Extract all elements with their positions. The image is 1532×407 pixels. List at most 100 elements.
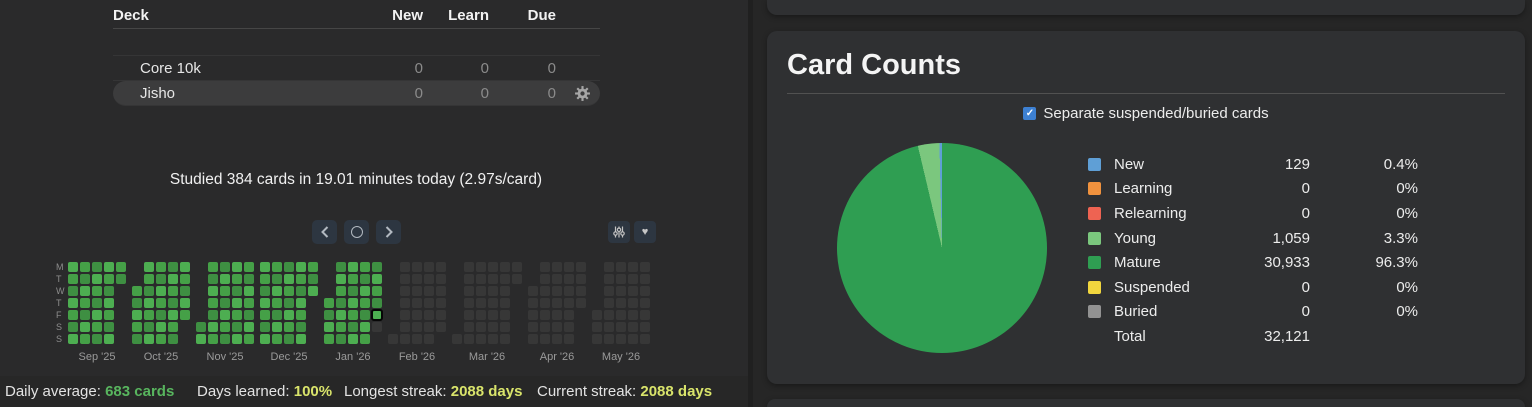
- heatmap-day-cell[interactable]: [272, 322, 282, 332]
- heatmap-day-cell[interactable]: [552, 274, 562, 284]
- heatmap-day-cell[interactable]: [628, 286, 638, 296]
- separate-suspended-checkbox[interactable]: ✓: [1023, 107, 1037, 120]
- heatmap-day-cell[interactable]: [488, 334, 498, 344]
- heatmap-day-cell[interactable]: [412, 322, 422, 332]
- deck-name[interactable]: Jisho: [140, 84, 176, 102]
- heatmap-day-cell[interactable]: [144, 322, 154, 332]
- heatmap-day-cell[interactable]: [104, 298, 114, 308]
- heatmap-day-cell[interactable]: [360, 286, 370, 296]
- heatmap-day-cell[interactable]: [412, 286, 422, 296]
- heatmap-day-cell[interactable]: [476, 274, 486, 284]
- heatmap-day-cell[interactable]: [488, 274, 498, 284]
- heatmap-day-cell[interactable]: [208, 262, 218, 272]
- heatmap-day-cell[interactable]: [604, 310, 614, 320]
- heatmap-day-cell[interactable]: [144, 262, 154, 272]
- heatmap-day-cell[interactable]: [604, 298, 614, 308]
- deck-row-jisho[interactable]: Jisho 0 0 0: [113, 81, 600, 106]
- heatmap-day-cell[interactable]: [488, 310, 498, 320]
- heatmap-day-cell[interactable]: [412, 262, 422, 272]
- heatmap-day-cell[interactable]: [464, 286, 474, 296]
- heatmap-day-cell[interactable]: [104, 262, 114, 272]
- heatmap-day-cell[interactable]: [424, 334, 434, 344]
- heatmap-day-cell[interactable]: [576, 298, 586, 308]
- heatmap-day-cell[interactable]: [68, 310, 78, 320]
- heatmap-day-cell[interactable]: [180, 298, 190, 308]
- heatmap-day-cell[interactable]: [540, 334, 550, 344]
- heatmap-day-cell[interactable]: [68, 334, 78, 344]
- heatmap-day-cell[interactable]: [628, 334, 638, 344]
- heatmap-day-cell[interactable]: [104, 310, 114, 320]
- heatmap-day-cell[interactable]: [336, 310, 346, 320]
- heatmap-day-cell[interactable]: [132, 286, 142, 296]
- heatmap-day-cell[interactable]: [436, 322, 446, 332]
- heatmap-day-cell[interactable]: [80, 298, 90, 308]
- heatmap-day-cell[interactable]: [208, 322, 218, 332]
- heatmap-day-cell[interactable]: [528, 334, 538, 344]
- heatmap-day-cell[interactable]: [604, 334, 614, 344]
- heatmap-day-cell[interactable]: [168, 262, 178, 272]
- heatmap-day-cell[interactable]: [272, 286, 282, 296]
- heatmap-day-cell[interactable]: [272, 274, 282, 284]
- heatmap-day-cell[interactable]: [400, 286, 410, 296]
- heatmap-day-cell[interactable]: [500, 274, 510, 284]
- heatmap-day-cell[interactable]: [372, 262, 382, 272]
- heatmap-day-cell[interactable]: [412, 334, 422, 344]
- heatmap-day-cell[interactable]: [604, 274, 614, 284]
- heatmap-day-cell[interactable]: [104, 322, 114, 332]
- heatmap-day-cell[interactable]: [540, 322, 550, 332]
- heatmap-day-cell[interactable]: [616, 298, 626, 308]
- heatmap-day-cell[interactable]: [232, 310, 242, 320]
- deck-options-button[interactable]: [564, 81, 600, 105]
- heatmap-day-cell[interactable]: [68, 286, 78, 296]
- heatmap-day-cell[interactable]: [552, 286, 562, 296]
- heatmap-day-cell[interactable]: [552, 322, 562, 332]
- heatmap-support-button[interactable]: ♥: [634, 221, 656, 243]
- heatmap-day-cell[interactable]: [92, 310, 102, 320]
- heatmap-day-cell[interactable]: [116, 274, 126, 284]
- heatmap-day-cell[interactable]: [400, 298, 410, 308]
- heatmap-day-cell[interactable]: [476, 322, 486, 332]
- heatmap-day-cell[interactable]: [436, 298, 446, 308]
- heatmap-day-cell[interactable]: [260, 298, 270, 308]
- heatmap-day-cell[interactable]: [360, 334, 370, 344]
- heatmap-day-cell[interactable]: [564, 322, 574, 332]
- heatmap-day-cell[interactable]: [500, 298, 510, 308]
- heatmap-day-cell[interactable]: [336, 286, 346, 296]
- heatmap-day-cell[interactable]: [80, 262, 90, 272]
- heatmap-day-cell[interactable]: [424, 298, 434, 308]
- heatmap-settings-button[interactable]: [608, 221, 630, 243]
- heatmap-day-cell[interactable]: [260, 322, 270, 332]
- heatmap-day-cell[interactable]: [500, 286, 510, 296]
- heatmap-day-cell[interactable]: [296, 298, 306, 308]
- heatmap-day-cell[interactable]: [324, 310, 334, 320]
- heatmap-day-cell[interactable]: [640, 286, 650, 296]
- heatmap-day-cell[interactable]: [284, 274, 294, 284]
- heatmap-day-cell[interactable]: [324, 322, 334, 332]
- heatmap-day-cell[interactable]: [104, 274, 114, 284]
- heatmap-day-cell[interactable]: [308, 274, 318, 284]
- heatmap-day-cell[interactable]: [464, 298, 474, 308]
- heatmap-day-cell[interactable]: [244, 334, 254, 344]
- heatmap-day-cell[interactable]: [324, 298, 334, 308]
- heatmap-day-cell[interactable]: [196, 334, 206, 344]
- heatmap-day-cell[interactable]: [424, 286, 434, 296]
- heatmap-day-cell[interactable]: [552, 334, 562, 344]
- heatmap-day-cell[interactable]: [628, 298, 638, 308]
- heatmap-day-cell[interactable]: [552, 262, 562, 272]
- heatmap-day-cell[interactable]: [220, 334, 230, 344]
- heatmap-day-cell[interactable]: [576, 274, 586, 284]
- heatmap-day-cell[interactable]: [132, 298, 142, 308]
- heatmap-day-cell[interactable]: [372, 322, 382, 332]
- heatmap-day-cell[interactable]: [284, 310, 294, 320]
- heatmap-day-cell[interactable]: [348, 322, 358, 332]
- heatmap-day-cell[interactable]: [80, 310, 90, 320]
- heatmap-day-cell[interactable]: [92, 322, 102, 332]
- heatmap-day-cell[interactable]: [168, 334, 178, 344]
- heatmap-day-cell[interactable]: [488, 262, 498, 272]
- heatmap-day-cell[interactable]: [144, 334, 154, 344]
- heatmap-day-cell[interactable]: [640, 322, 650, 332]
- heatmap-day-cell[interactable]: [296, 262, 306, 272]
- heatmap-day-cell[interactable]: [512, 274, 522, 284]
- heatmap-day-cell[interactable]: [296, 310, 306, 320]
